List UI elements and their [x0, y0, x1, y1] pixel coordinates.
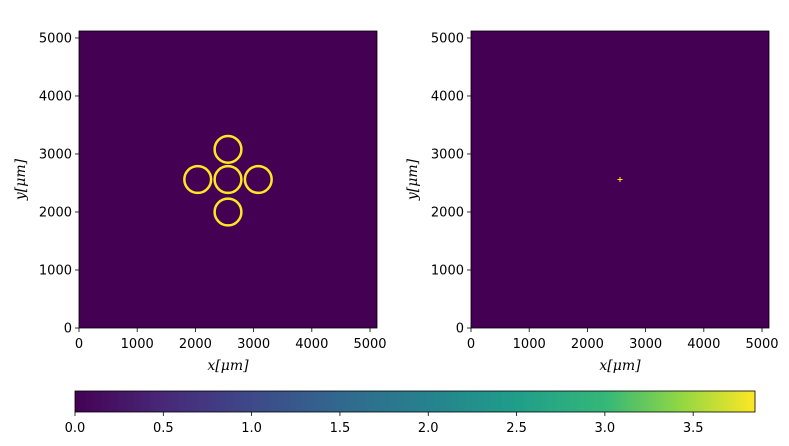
x-tick-label: 0: [75, 337, 83, 352]
y-tick-label: 2000: [431, 205, 464, 220]
colorbar-gradient: [75, 391, 755, 412]
colorbar-tick-label: 2.0: [418, 421, 439, 436]
x-tick-label: 1000: [513, 337, 546, 352]
y-tick-label: 2000: [39, 205, 72, 220]
y-axis-label: y[μm]: [405, 158, 421, 201]
ring-feature-3: [213, 134, 243, 164]
colorbar-tick-label: 0.0: [65, 421, 86, 436]
y-tick-label: 1000: [431, 263, 464, 278]
axes-frame: [470, 30, 770, 329]
colorbar-tick-label: 3.0: [595, 421, 616, 436]
x-tick-label: 5000: [353, 337, 386, 352]
y-tick-label: 3000: [431, 147, 464, 162]
x-tick-label: 2000: [571, 337, 604, 352]
colorbar-tick-label: 1.0: [241, 421, 262, 436]
colorbar-tick-label: 3.5: [683, 421, 704, 436]
x-axis-label: x[μm]: [207, 358, 249, 374]
y-tick-label: 5000: [431, 31, 464, 46]
y-tick-label: 0: [64, 322, 72, 337]
x-tick-label: 2000: [179, 337, 212, 352]
x-tick-label: 4000: [687, 337, 720, 352]
ring-feature-1: [183, 164, 213, 195]
ring-feature-4: [213, 197, 243, 227]
colorbar-tick-label: 2.5: [506, 421, 527, 436]
x-tick-label: 3000: [237, 337, 270, 352]
heatmap-background: [79, 31, 377, 328]
colorbar-frame: [74, 390, 756, 413]
y-tick-label: 3000: [39, 147, 72, 162]
x-axis-label: x[μm]: [599, 358, 641, 374]
y-tick-label: 0: [456, 322, 464, 337]
x-tick-label: 5000: [745, 337, 778, 352]
y-tick-label: 4000: [431, 89, 464, 104]
heatmap-panel-right: 0 1000 2000 3000 4000 5000 0 1000 2000 3000 4000 50…: [405, 30, 779, 374]
y-tick-label: 4000: [39, 89, 72, 104]
y-axis-label: y[μm]: [13, 158, 29, 201]
colorbar: 0.0 0.5 1.0 1.5 2.0 2.5 3.0 3.5: [65, 390, 756, 436]
axes-frame: [78, 30, 378, 329]
ring-feature-0: [213, 164, 243, 195]
ring-feature-2: [243, 164, 273, 195]
x-tick-label: 0: [467, 337, 475, 352]
heatmap-panel-left: 0 1000 2000 3000 4000 5000 0 1000 2000 3000 4000 50…: [13, 30, 387, 374]
point-feature-0: [617, 177, 623, 182]
y-tick-label: 1000: [39, 263, 72, 278]
colorbar-tick-label: 0.5: [153, 421, 174, 436]
x-tick-label: 1000: [121, 337, 154, 352]
x-tick-label: 4000: [295, 337, 328, 352]
colorbar-tick-label: 1.5: [330, 421, 351, 436]
y-tick-label: 5000: [39, 31, 72, 46]
x-tick-label: 3000: [629, 337, 662, 352]
